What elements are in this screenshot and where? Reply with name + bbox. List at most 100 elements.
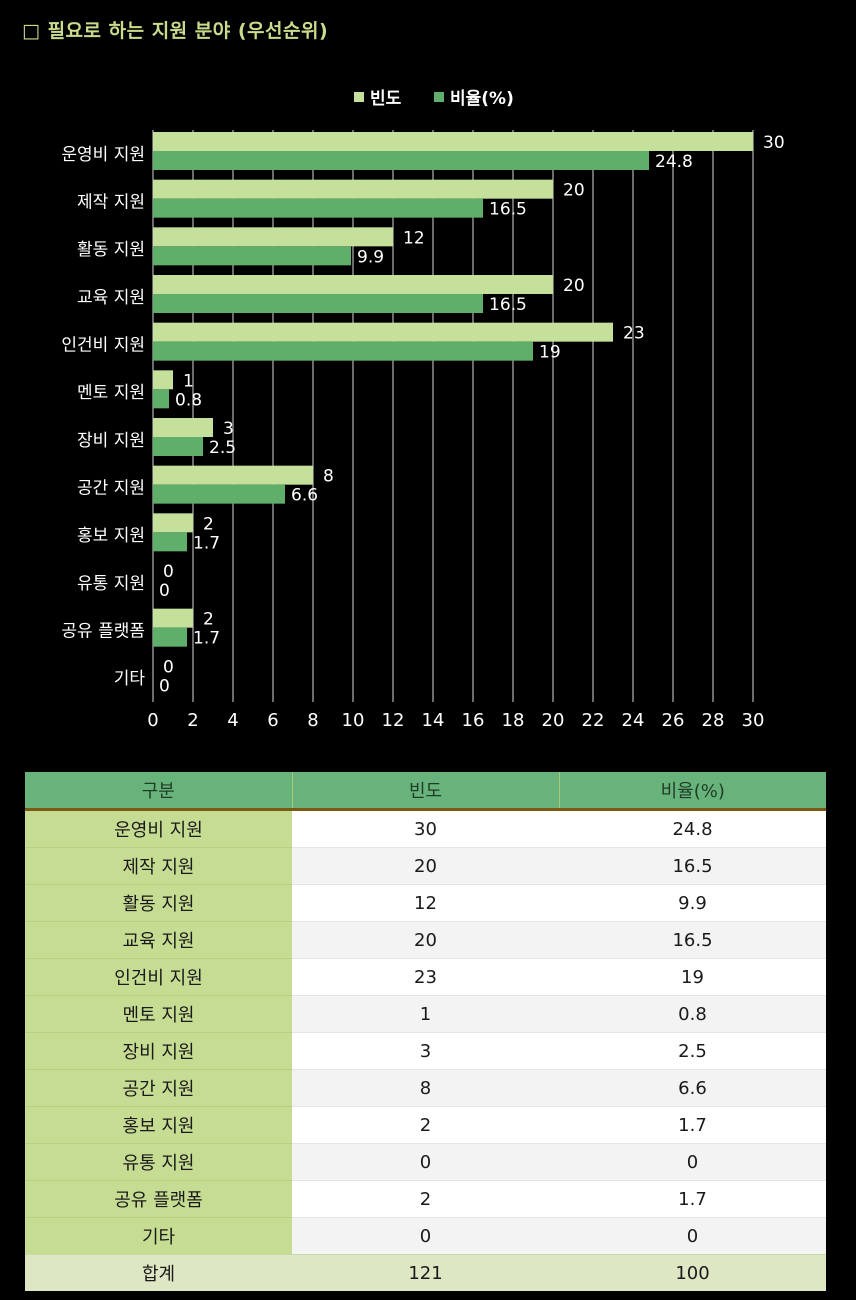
data-label-frequency: 20 (563, 276, 585, 296)
x-tick-label: 16 (462, 710, 485, 731)
row-frequency: 8 (292, 1069, 559, 1107)
bar-frequency (153, 370, 173, 390)
page-title: □ 필요로 하는 지원 분야 (우선순위) (22, 20, 329, 42)
table-row: 유통 지원 0 0 (25, 1143, 826, 1181)
header-percent: 비율(%) (558, 772, 826, 811)
row-category: 장비 지원 (25, 1032, 292, 1070)
x-tick-label: 28 (702, 710, 725, 731)
row-category: 인건비 지원 (25, 958, 292, 996)
x-tick-label: 4 (227, 710, 238, 731)
legend-swatch-percent (434, 92, 444, 102)
data-label-frequency: 0 (163, 657, 174, 677)
bar-percent (153, 151, 649, 170)
bar-percent (153, 437, 203, 456)
x-tick-label: 22 (582, 710, 605, 731)
table-row: 공유 플랫폼 2 1.7 (25, 1180, 826, 1218)
row-percent: 6.6 (559, 1069, 826, 1107)
category-label: 홍보 지원 (77, 526, 145, 546)
total-percent: 100 (559, 1254, 826, 1291)
x-tick-label: 24 (622, 710, 645, 731)
bar-frequency (153, 608, 193, 628)
table-row: 운영비 지원 30 24.8 (25, 809, 826, 848)
table-row: 멘토 지원 1 0.8 (25, 995, 826, 1033)
data-label-percent: 1.7 (193, 629, 220, 649)
row-frequency: 3 (292, 1032, 559, 1070)
row-frequency: 0 (292, 1217, 559, 1255)
bar-percent (153, 627, 187, 647)
category-label: 제작 지원 (77, 193, 145, 213)
data-label-percent: 24.8 (655, 152, 693, 172)
x-tick-label: 6 (267, 710, 278, 731)
table-row: 교육 지원 20 16.5 (25, 921, 826, 959)
header-category: 구분 (25, 772, 292, 811)
row-percent: 1.7 (559, 1180, 826, 1218)
table-total-row: 합계 121 100 (25, 1254, 826, 1291)
x-tick-label: 26 (662, 710, 685, 731)
row-category: 홍보 지원 (25, 1106, 292, 1144)
row-category: 제작 지원 (25, 847, 292, 885)
data-label-percent: 16.5 (489, 295, 527, 315)
data-label-percent: 0.8 (175, 390, 202, 410)
header-frequency: 빈도 (291, 772, 559, 811)
bar-frequency (153, 179, 553, 199)
row-category: 운영비 지원 (25, 809, 292, 848)
data-label-frequency: 2 (203, 610, 214, 630)
data-label-frequency: 23 (623, 324, 645, 344)
table-header-row: 구분 빈도 비율(%) (25, 772, 826, 811)
category-label: 공간 지원 (77, 479, 145, 499)
category-label: 기타 (114, 669, 146, 689)
bar-percent (153, 294, 483, 313)
bar-percent (153, 198, 483, 218)
bar-percent (153, 246, 351, 266)
x-tick-label: 20 (542, 710, 565, 731)
data-label-frequency: 8 (323, 467, 334, 487)
row-category: 교육 지원 (25, 921, 292, 959)
category-label: 장비 지원 (77, 431, 145, 451)
table-row: 인건비 지원 23 19 (25, 958, 826, 996)
data-label-percent: 6.6 (291, 486, 318, 506)
row-category: 공유 플랫폼 (25, 1180, 292, 1218)
data-label-frequency: 2 (203, 514, 214, 534)
x-tick-label: 10 (342, 710, 365, 731)
row-frequency: 23 (292, 958, 559, 996)
row-frequency: 1 (292, 995, 559, 1033)
data-table: 구분 빈도 비율(%) 운영비 지원 30 24.8 제작 지원 20 16.5 활동 지원… (25, 772, 826, 1291)
bar-percent (153, 341, 533, 361)
row-category: 활동 지원 (25, 884, 292, 922)
data-label-percent: 0 (159, 676, 170, 696)
row-percent: 0 (559, 1143, 826, 1181)
row-percent: 16.5 (559, 921, 826, 959)
data-label-frequency: 0 (163, 562, 174, 582)
x-tick-label: 12 (382, 710, 405, 731)
bar-percent (153, 484, 285, 504)
table-row: 공간 지원 8 6.6 (25, 1069, 826, 1107)
data-label-percent: 19 (539, 343, 561, 363)
row-category: 기타 (25, 1217, 292, 1255)
legend-label-frequency: 빈도 (370, 89, 402, 109)
x-tick-label: 18 (502, 710, 525, 731)
row-percent: 19 (559, 958, 826, 996)
category-label: 운영비 지원 (61, 145, 145, 165)
x-tick-label: 14 (422, 710, 445, 731)
x-tick-label: 0 (147, 710, 158, 731)
data-label-frequency: 1 (183, 371, 194, 391)
bar-percent (153, 532, 187, 552)
x-tick-label: 2 (187, 710, 198, 731)
row-frequency: 20 (292, 847, 559, 885)
category-label: 공유 플랫폼 (61, 622, 145, 642)
row-category: 멘토 지원 (25, 995, 292, 1033)
row-frequency: 20 (292, 921, 559, 959)
row-percent: 2.5 (559, 1032, 826, 1070)
row-frequency: 0 (292, 1143, 559, 1181)
bar-frequency (153, 275, 553, 294)
row-percent: 16.5 (559, 847, 826, 885)
row-frequency: 2 (292, 1106, 559, 1144)
table-row: 홍보 지원 2 1.7 (25, 1106, 826, 1144)
row-percent: 24.8 (559, 809, 826, 848)
data-label-frequency: 12 (403, 228, 425, 248)
table-row: 활동 지원 12 9.9 (25, 884, 826, 922)
data-label-frequency: 3 (223, 419, 234, 439)
bar-frequency (153, 227, 393, 247)
row-percent: 1.7 (559, 1106, 826, 1144)
data-label-percent: 1.7 (193, 533, 220, 553)
